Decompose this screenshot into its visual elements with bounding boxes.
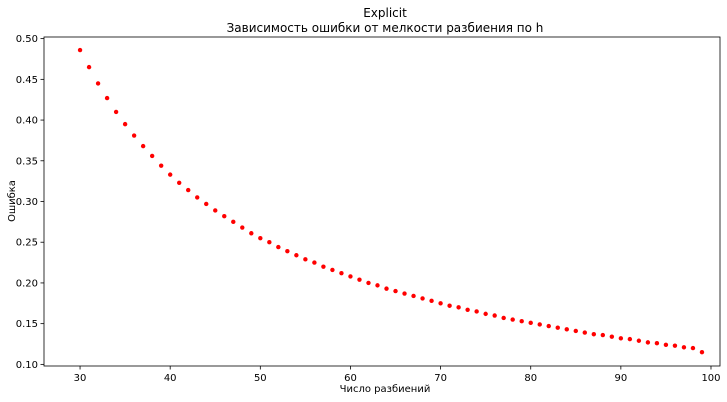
data-point (384, 286, 389, 291)
data-point (627, 336, 633, 342)
data-point (618, 336, 624, 341)
data-point (285, 248, 290, 254)
data-point (213, 208, 218, 213)
chart-title: Explicit (363, 6, 407, 20)
data-point (167, 172, 173, 177)
y-tick-label: 0.35 (16, 156, 38, 167)
chart-subtitle: Зависимость ошибки от мелкости разбиения… (227, 21, 544, 35)
x-tick-label: 80 (524, 373, 537, 384)
y-tick-label: 0.40 (16, 116, 38, 127)
data-point (573, 328, 578, 334)
data-point (555, 325, 560, 330)
data-point (158, 163, 164, 168)
data-point (321, 264, 326, 269)
y-tick-label: 0.30 (16, 197, 38, 208)
data-point (122, 121, 128, 127)
x-axis: 30 40 50 60 70 80 90 100 (74, 366, 721, 384)
data-point (564, 327, 569, 332)
data-points (77, 47, 705, 355)
y-tick-label: 0.15 (16, 319, 38, 330)
data-point (294, 253, 299, 258)
y-tick-label: 0.20 (16, 278, 38, 289)
data-point (348, 274, 353, 279)
data-point (95, 81, 101, 86)
y-tick-label: 0.45 (16, 75, 38, 86)
data-point (681, 345, 687, 350)
data-point (393, 288, 398, 294)
data-point (438, 301, 443, 306)
data-point (86, 64, 92, 70)
data-point (609, 334, 615, 339)
data-point (357, 277, 362, 282)
data-point (140, 143, 146, 149)
data-point (483, 311, 488, 317)
x-tick-label: 30 (74, 373, 87, 384)
y-tick-label: 0.50 (16, 34, 38, 45)
data-point (645, 340, 651, 345)
data-point (672, 343, 678, 348)
x-tick-label: 70 (434, 373, 447, 384)
data-point (339, 270, 344, 276)
data-point (600, 332, 606, 338)
data-point (303, 257, 308, 262)
x-tick-label: 100 (701, 373, 720, 384)
data-point (204, 201, 209, 207)
data-point (77, 47, 83, 53)
data-point (690, 345, 696, 351)
data-point (492, 313, 497, 318)
data-point (636, 338, 642, 343)
y-tick-label: 0.25 (16, 238, 38, 249)
data-point (231, 219, 236, 225)
data-point (267, 240, 272, 245)
data-point (131, 133, 137, 138)
y-axis-label: Ошибка (7, 180, 18, 222)
data-point (519, 319, 524, 324)
data-point (546, 323, 551, 329)
data-point (474, 309, 479, 314)
data-point (447, 303, 452, 308)
plot-area (43, 36, 721, 367)
x-tick-label: 60 (344, 373, 357, 384)
data-point (411, 293, 416, 299)
data-point (222, 213, 227, 219)
x-tick-label: 90 (614, 373, 627, 384)
data-point (663, 342, 669, 348)
data-point (537, 322, 542, 327)
data-point (113, 109, 119, 115)
data-point (258, 235, 263, 241)
x-axis-label: Число разбиений (340, 384, 431, 395)
y-tick-label: 0.10 (16, 360, 38, 371)
data-point (654, 340, 660, 346)
x-tick-label: 50 (254, 373, 267, 384)
data-point (528, 320, 533, 326)
data-point (582, 330, 587, 335)
data-point (177, 180, 182, 185)
data-point (195, 195, 200, 200)
data-point (375, 283, 380, 288)
data-point (276, 244, 281, 250)
data-point (510, 317, 515, 322)
data-point (186, 187, 191, 193)
x-tick-label: 40 (164, 373, 177, 384)
data-point (149, 153, 155, 159)
y-axis: 0.10 0.15 0.20 0.25 0.30 0.35 0.40 0.45 0.50 (16, 34, 44, 371)
data-point (240, 225, 245, 230)
data-point (330, 267, 335, 273)
data-point (366, 280, 371, 286)
data-point (501, 315, 506, 321)
data-point (420, 296, 425, 301)
data-point (402, 291, 407, 296)
data-point (249, 231, 254, 236)
data-point (312, 260, 317, 265)
data-point (465, 307, 470, 313)
data-point (456, 305, 461, 310)
data-point (699, 349, 705, 355)
data-point (104, 95, 110, 101)
data-point (591, 332, 597, 337)
data-point (429, 298, 434, 304)
